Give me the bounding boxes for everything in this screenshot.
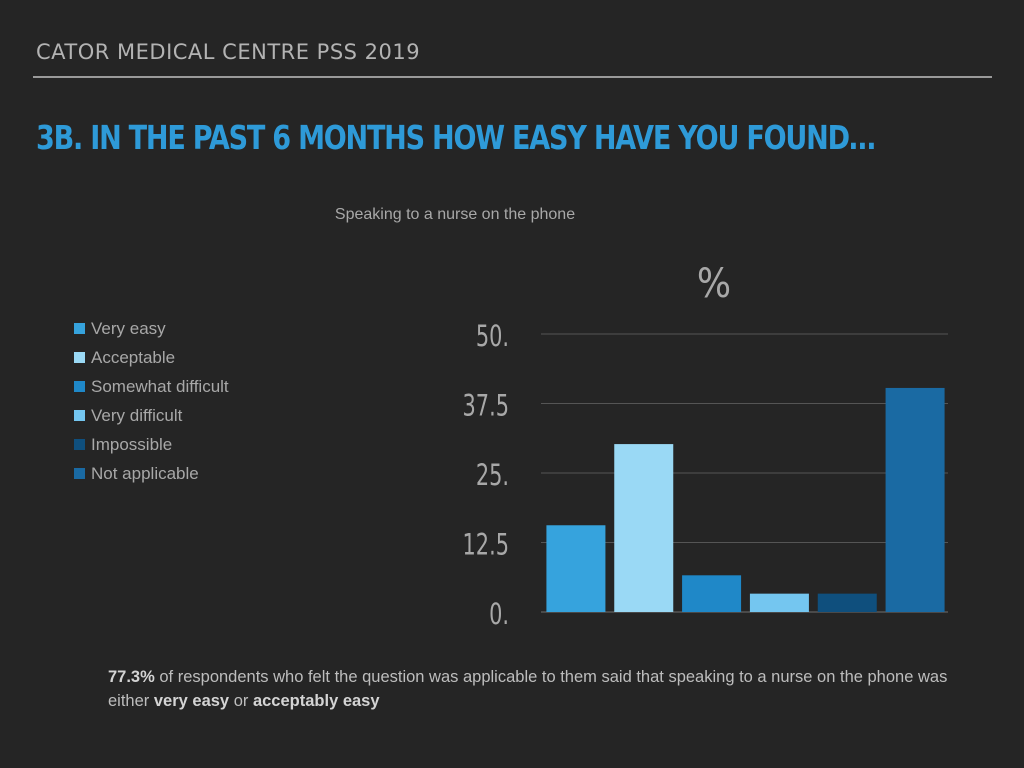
header-title: CATOR MEDICAL CENTRE PSS 2019 xyxy=(36,40,421,64)
summary-text-1: of respondents who felt the question was… xyxy=(108,668,948,710)
legend-label: Not applicable xyxy=(91,463,199,483)
summary-percent: 77.3% xyxy=(108,668,155,686)
bar-acceptable xyxy=(614,444,674,612)
bar-very-difficult xyxy=(749,593,809,612)
legend-item: Very difficult xyxy=(74,401,229,430)
bar-not-applicable xyxy=(885,387,945,612)
y-tick-label: 0. xyxy=(489,599,509,632)
y-tick-label: 37.5 xyxy=(463,390,509,423)
bar-impossible xyxy=(817,593,877,612)
summary-very-easy: very easy xyxy=(153,692,230,710)
legend-label: Somewhat difficult xyxy=(91,376,229,396)
legend-item: Not applicable xyxy=(74,459,229,488)
summary-text: 77.3% of respondents who felt the questi… xyxy=(108,665,948,713)
legend-item: Impossible xyxy=(74,430,229,459)
legend-label: Acceptable xyxy=(91,347,176,367)
y-axis-label: % xyxy=(697,261,731,307)
y-axis-ticks: 0. 12.5 25. 37.5 50. xyxy=(463,321,509,632)
legend-swatch xyxy=(74,352,85,363)
legend-swatch xyxy=(74,381,85,392)
legend-swatch xyxy=(74,410,85,421)
chart-title: Speaking to a nurse on the phone xyxy=(334,206,576,223)
legend-label: Very easy xyxy=(91,318,166,338)
chart-gridlines xyxy=(541,333,948,613)
y-tick-label: 50. xyxy=(476,321,509,354)
bar-very-easy xyxy=(546,525,606,612)
summary-acceptably-easy: acceptably easy xyxy=(252,692,380,710)
chart-bars xyxy=(546,387,945,612)
summary-text-2: or xyxy=(229,692,253,710)
slide-title: 3B. IN THE PAST 6 MONTHS HOW EASY HAVE Y… xyxy=(36,118,876,157)
legend-item: Somewhat difficult xyxy=(74,372,229,401)
legend-swatch xyxy=(74,323,85,334)
chart-legend: Very easy Acceptable Somewhat difficult Ver… xyxy=(74,314,229,488)
legend-swatch xyxy=(74,439,85,450)
legend-swatch xyxy=(74,468,85,479)
legend-label: Very difficult xyxy=(91,405,183,425)
bar-somewhat-difficult xyxy=(682,575,742,612)
legend-label: Impossible xyxy=(91,434,173,454)
legend-item: Acceptable xyxy=(74,343,229,372)
y-tick-label: 25. xyxy=(476,460,509,493)
header-divider xyxy=(33,76,992,78)
y-tick-label: 12.5 xyxy=(463,529,509,562)
legend-item: Very easy xyxy=(74,314,229,343)
